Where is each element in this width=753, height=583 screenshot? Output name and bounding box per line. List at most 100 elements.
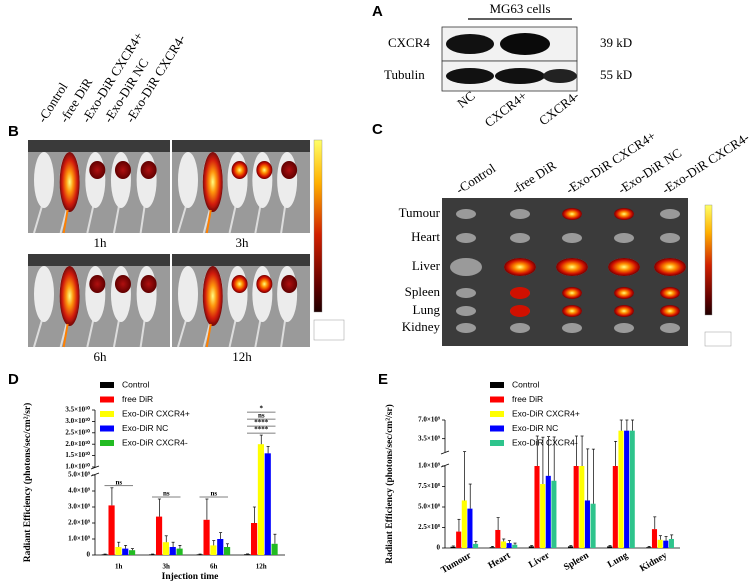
- organ: [456, 233, 476, 243]
- signal-tail: [205, 323, 212, 348]
- legend-swatch: [490, 425, 504, 432]
- organ-label: Lung: [413, 302, 441, 317]
- time-label: 6h: [94, 349, 108, 364]
- organ: [456, 209, 476, 219]
- legend-swatch: [490, 396, 504, 403]
- signal: [114, 161, 131, 179]
- bar: [149, 554, 156, 555]
- mouse: [277, 152, 298, 208]
- mouse: [85, 152, 106, 208]
- signal-tail: [62, 323, 69, 348]
- imaging-panels: [28, 140, 310, 348]
- mouse: [252, 266, 273, 322]
- mouse: [227, 266, 248, 322]
- y-axis-label: Radiant Efficiency (photons/sec/cm²/sr): [384, 404, 395, 564]
- organ-signal: [654, 258, 686, 276]
- time-label: 12h: [232, 349, 252, 364]
- organ: [456, 288, 476, 298]
- mouse-tail: [280, 319, 287, 348]
- x-tick-label: 12h: [256, 563, 267, 571]
- signal: [114, 275, 131, 293]
- bar: [612, 466, 618, 548]
- x-tick-label: Spleen: [562, 550, 591, 572]
- bar: [264, 453, 271, 555]
- organ: [456, 323, 476, 333]
- panel-letter: B: [8, 123, 19, 140]
- bar: [573, 466, 579, 548]
- organ-signal: [562, 305, 582, 317]
- organ: [562, 233, 582, 243]
- y-tick-label: 5.0×10⁸: [418, 503, 440, 511]
- bar: [257, 444, 264, 555]
- organ-label: Tumour: [399, 205, 441, 220]
- organ-label: Spleen: [405, 284, 441, 299]
- x-tick-label: Tumour: [440, 550, 474, 576]
- legend-label: Exo-DiR CXCR4-: [512, 437, 578, 447]
- x-tick-label: Lung: [606, 551, 630, 571]
- bar: [579, 466, 585, 548]
- axis-break: [90, 472, 100, 477]
- mouse-tail: [228, 319, 237, 348]
- significance-label: ns: [163, 490, 170, 498]
- group-label: -Control: [453, 160, 498, 197]
- bar: [624, 430, 630, 548]
- blot-band: [495, 68, 545, 84]
- legend-label: Exo-DiR NC: [122, 423, 168, 433]
- legend-swatch: [100, 425, 114, 432]
- organ: [450, 258, 482, 276]
- y-tick-label: 1.0×10¹⁰: [65, 463, 90, 471]
- mouse: [277, 266, 298, 322]
- blot-band: [500, 33, 550, 55]
- significance-label: *: [260, 405, 264, 413]
- mouse-tail: [33, 205, 43, 234]
- y-tick-label: 1.0×10⁹: [418, 462, 440, 470]
- organ: [510, 323, 530, 333]
- legend-label: Control: [512, 379, 540, 389]
- bar: [506, 543, 512, 548]
- bar: [456, 531, 462, 548]
- organ-label: Kidney: [402, 319, 441, 334]
- organ: [614, 323, 634, 333]
- mouse-tail: [112, 319, 120, 348]
- group-label: -free DiR: [509, 157, 559, 197]
- bar: [495, 529, 501, 548]
- legend-label: free DiR: [512, 394, 543, 404]
- blot-band: [543, 69, 577, 83]
- blot-band: [446, 34, 494, 54]
- legend-swatch: [100, 440, 114, 446]
- mouse-tail: [139, 319, 146, 348]
- axis-break: [440, 450, 450, 455]
- y-tick-label: 7.5×10⁸: [418, 482, 440, 490]
- signal: [59, 266, 80, 326]
- bar: [545, 475, 551, 548]
- signal: [202, 266, 223, 326]
- organ: [510, 233, 530, 243]
- image-holder: [172, 140, 310, 152]
- panel-letter: A: [372, 3, 383, 20]
- signal: [89, 161, 106, 179]
- x-tick-label: Liver: [527, 550, 552, 570]
- bar: [155, 516, 163, 555]
- mouse: [252, 152, 273, 208]
- bar: [473, 543, 479, 548]
- organ-signal: [510, 287, 530, 299]
- time-label: 3h: [236, 235, 250, 250]
- mouse: [34, 266, 54, 322]
- blot-row-label: CXCR4: [388, 35, 430, 50]
- bar: [551, 480, 557, 548]
- legend-swatch: [490, 382, 504, 388]
- mouse-tail: [177, 205, 187, 234]
- y-tick-label: 5.0×10⁹: [68, 471, 90, 479]
- x-tick-label: 3h: [163, 563, 171, 571]
- legend-label: free DiR: [122, 394, 153, 404]
- bar: [122, 548, 129, 555]
- signal: [140, 161, 157, 179]
- y-tick-label: 3.0×10⁹: [68, 503, 90, 511]
- organ-signals: [450, 208, 686, 333]
- bar: [528, 546, 534, 548]
- bar: [217, 539, 224, 555]
- panel-letter: E: [378, 371, 388, 388]
- y-tick-label: 0: [87, 551, 91, 559]
- mouse: [34, 152, 54, 208]
